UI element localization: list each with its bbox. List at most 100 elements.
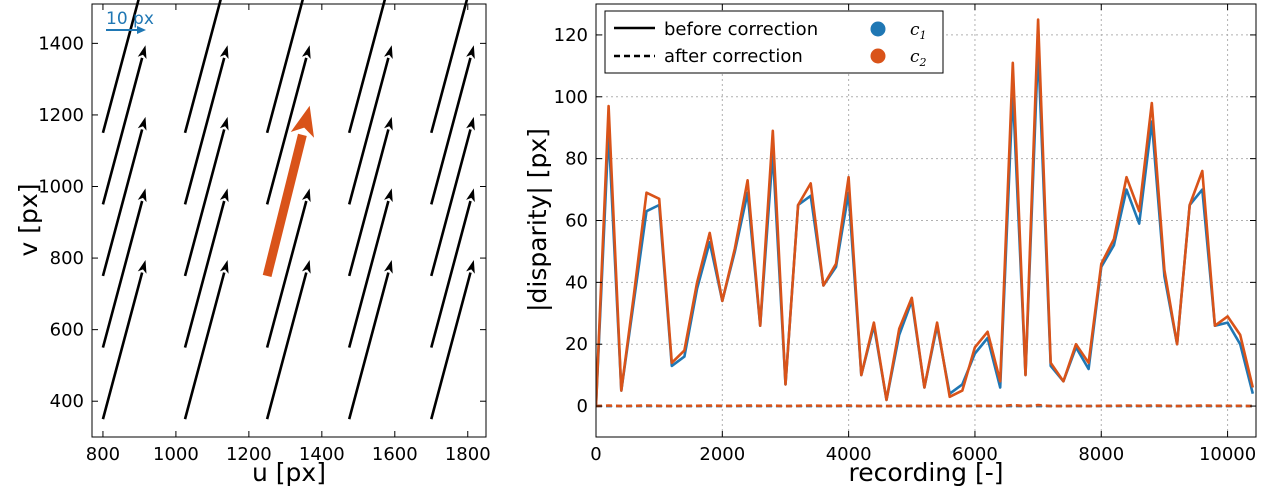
quiver-y-tick-label: 800 bbox=[50, 248, 84, 269]
quiver-arrow bbox=[430, 45, 475, 205]
quiver-x-tick-label: 800 bbox=[86, 444, 120, 465]
legend-box bbox=[604, 10, 944, 74]
quiver-arrow-shaft bbox=[347, 0, 387, 134]
quiver-arrow-head bbox=[384, 260, 393, 274]
quiver-arrow bbox=[347, 188, 393, 348]
disparity-lines bbox=[596, 18, 1255, 408]
quiver-arrow-head bbox=[219, 45, 229, 60]
disparity-series-c2-before bbox=[596, 18, 1255, 407]
quiver-arrow bbox=[347, 45, 393, 205]
quiver-arrow-shaft bbox=[183, 272, 226, 420]
quiver-arrow-shaft bbox=[101, 129, 144, 277]
quiver-arrow bbox=[101, 188, 147, 348]
quiver-arrow bbox=[183, 45, 229, 205]
quiver-arrow bbox=[183, 188, 229, 348]
quiver-arrow bbox=[430, 0, 469, 134]
quiver-y-axis-label: v [px] bbox=[14, 184, 43, 257]
legend: before correction after correction c1 c2 bbox=[604, 10, 944, 74]
quiver-arrow-shaft bbox=[430, 57, 472, 205]
disparity-x-axis-label: recording [-] bbox=[849, 458, 1004, 487]
quiver-y-tick-label: 600 bbox=[50, 320, 84, 341]
quiver-arrow-shaft bbox=[101, 0, 140, 134]
quiver-arrow bbox=[183, 116, 229, 277]
highlighted-arrow-head bbox=[290, 105, 315, 138]
quiver-arrow bbox=[101, 45, 147, 205]
disparity-x-tick-label: 4000 bbox=[826, 444, 872, 465]
quiver-arrow-head bbox=[137, 260, 147, 274]
quiver-arrow-shaft bbox=[265, 200, 308, 348]
quiver-arrow bbox=[183, 0, 222, 134]
quiver-plot-frame bbox=[91, 3, 487, 438]
highlighted-arrow bbox=[262, 105, 315, 278]
quiver-y-tick-label: 1200 bbox=[38, 105, 84, 126]
disparity-y-tick-label: 100 bbox=[554, 87, 588, 108]
quiver-arrows bbox=[101, 0, 475, 420]
legend-c2-marker bbox=[870, 48, 886, 64]
scale-arrow-head bbox=[137, 26, 146, 34]
quiver-arrow bbox=[430, 188, 475, 348]
quiver-arrow-head bbox=[219, 116, 229, 131]
quiver-arrow-shaft bbox=[347, 129, 390, 277]
quiver-arrow-shaft bbox=[183, 57, 226, 205]
quiver-arrow bbox=[101, 260, 147, 420]
quiver-arrow-shaft bbox=[347, 57, 390, 205]
quiver-ticks: 800 1000 1200 1400 1600 1800 400 600 800 1000 1200… bbox=[38, 4, 491, 465]
quiver-arrow bbox=[101, 116, 147, 277]
quiver-arrow bbox=[430, 116, 475, 277]
quiver-arrow-head bbox=[301, 260, 311, 274]
quiver-arrow-shaft bbox=[430, 129, 472, 277]
quiver-arrow-shaft bbox=[183, 200, 226, 348]
disparity-y-tick-label: 40 bbox=[565, 272, 588, 293]
quiver-arrow-head bbox=[137, 116, 147, 131]
quiver-arrow-head bbox=[137, 188, 147, 203]
quiver-arrow-shaft bbox=[101, 200, 144, 348]
disparity-x-tick-label: 0 bbox=[590, 444, 601, 465]
quiver-y-tick-label: 1400 bbox=[38, 33, 84, 54]
disparity-x-tick-label: 2000 bbox=[699, 444, 745, 465]
quiver-arrow bbox=[265, 260, 311, 420]
quiver-x-tick-label: 1200 bbox=[226, 444, 272, 465]
quiver-arrow-head bbox=[384, 116, 393, 131]
scale-label: 10 px bbox=[106, 9, 154, 29]
quiver-arrow-shaft bbox=[430, 0, 469, 134]
quiver-y-tick-label: 400 bbox=[50, 391, 84, 412]
quiver-arrow-shaft bbox=[265, 0, 304, 134]
disparity-ticks: 0 2000 4000 6000 8000 10000 0 20 40 60 80 100 120 bbox=[554, 4, 1256, 465]
quiver-arrow bbox=[183, 260, 229, 420]
highlighted-arrow-shaft bbox=[262, 133, 307, 278]
disparity-y-tick-label: 60 bbox=[565, 211, 588, 232]
quiver-arrow-shaft bbox=[183, 129, 226, 277]
disparity-x-tick-label: 6000 bbox=[952, 444, 998, 465]
quiver-x-tick-label: 1400 bbox=[299, 444, 345, 465]
quiver-arrow-shaft bbox=[183, 0, 222, 134]
quiver-arrow-shaft bbox=[430, 200, 472, 348]
quiver-arrow bbox=[347, 116, 393, 277]
disparity-y-tick-label: 20 bbox=[565, 334, 588, 355]
quiver-arrow-shaft bbox=[265, 57, 308, 205]
quiver-arrow bbox=[347, 0, 387, 134]
disparity-plot: 0 2000 4000 6000 8000 10000 0 20 40 60 80 100 120 re… bbox=[523, 3, 1257, 487]
quiver-arrow-shaft bbox=[430, 272, 472, 420]
quiver-arrow-head bbox=[466, 260, 475, 274]
quiver-arrow bbox=[265, 188, 311, 348]
disparity-x-tick-label: 10000 bbox=[1199, 444, 1256, 465]
legend-label-before: before correction bbox=[664, 19, 818, 40]
disparity-y-axis-label: |disparity| [px] bbox=[523, 128, 552, 312]
disparity-series-c1-before bbox=[596, 45, 1255, 407]
quiver-y-tick-label: 1000 bbox=[38, 177, 84, 198]
quiver-arrow-head bbox=[301, 188, 311, 203]
scale-arrow: 10 px bbox=[106, 9, 154, 34]
quiver-arrow-shaft bbox=[265, 272, 308, 420]
quiver-arrow bbox=[265, 45, 311, 205]
quiver-x-tick-label: 1800 bbox=[445, 444, 491, 465]
quiver-arrow-head bbox=[384, 188, 393, 203]
legend-label-after: after correction bbox=[664, 46, 803, 67]
quiver-arrow bbox=[101, 0, 140, 134]
quiver-arrow bbox=[347, 260, 393, 420]
quiver-arrow-shaft bbox=[101, 272, 144, 420]
quiver-arrow-shaft bbox=[347, 200, 390, 348]
disparity-y-tick-label: 80 bbox=[565, 149, 588, 170]
quiver-arrow-head bbox=[219, 260, 229, 274]
quiver-arrow-shaft bbox=[101, 57, 144, 205]
